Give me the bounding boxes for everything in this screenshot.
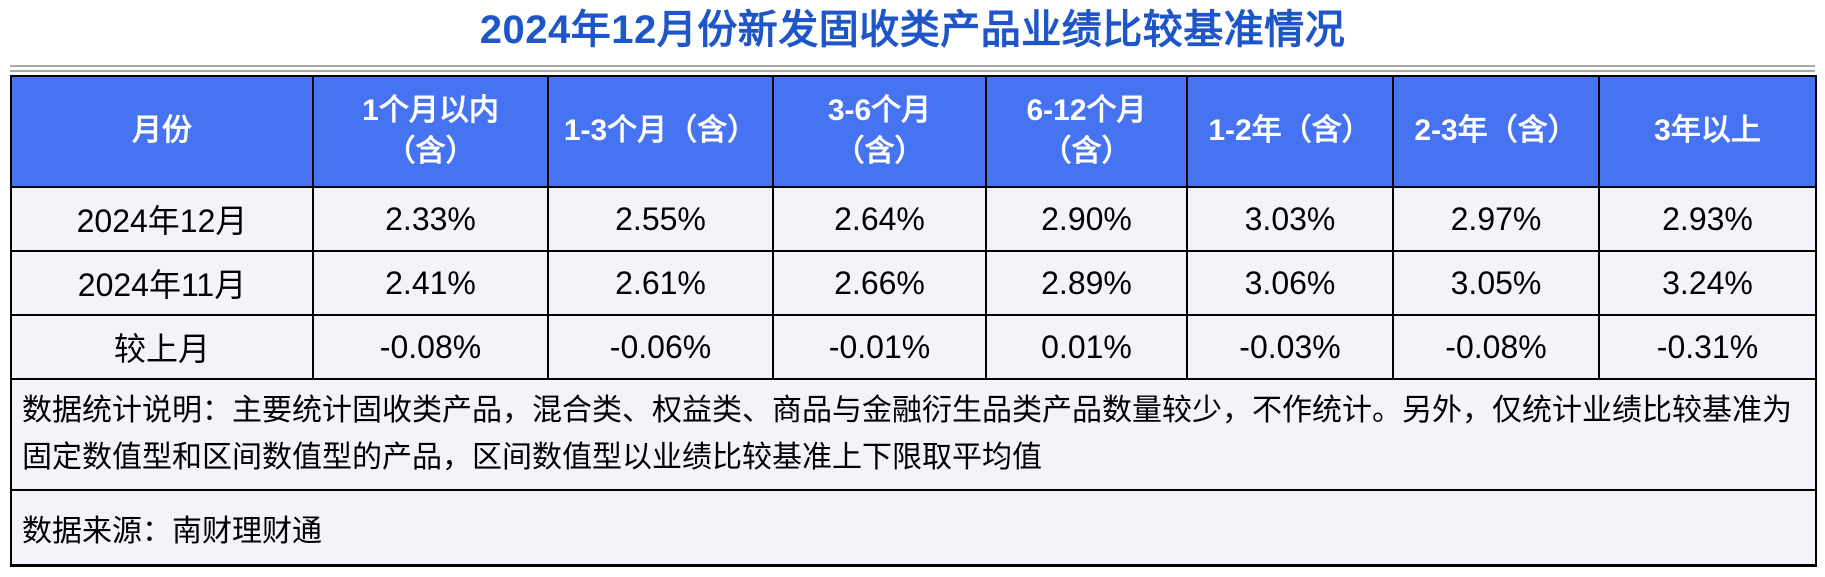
column-header-within-1m: 1个月以内 （含）	[312, 75, 549, 188]
data-cell: 3.06%	[1186, 250, 1394, 316]
data-cell: 2.41%	[312, 250, 549, 316]
source-row: 数据来源：南财理财通	[10, 489, 1817, 567]
table-source: 数据来源：南财理财通	[10, 489, 1817, 567]
data-cell: 2.90%	[985, 186, 1188, 252]
data-cell: 2.66%	[772, 250, 987, 316]
data-cell: -0.08%	[1392, 314, 1600, 380]
row-label: 较上月	[10, 314, 314, 380]
column-header-over-3y: 3年以上	[1598, 75, 1817, 188]
data-cell: 2.61%	[547, 250, 774, 316]
data-cell: 3.03%	[1186, 186, 1394, 252]
column-header-month: 月份	[10, 75, 314, 188]
data-cell: 2.89%	[985, 250, 1188, 316]
column-header-6-12m: 6-12个月 （含）	[985, 75, 1188, 188]
data-cell: -0.08%	[312, 314, 549, 380]
note-row: 数据统计说明：主要统计固收类产品，混合类、权益类、商品与金融衍生品类产品数量较少…	[10, 378, 1817, 491]
column-header-1-2y: 1-2年（含）	[1186, 75, 1394, 188]
data-cell: -0.06%	[547, 314, 774, 380]
data-cell: 3.24%	[1598, 250, 1817, 316]
table-row: 较上月 -0.08% -0.06% -0.01% 0.01% -0.03% -0…	[10, 314, 1817, 380]
data-cell: -0.03%	[1186, 314, 1394, 380]
data-cell: -0.01%	[772, 314, 987, 380]
data-cell: 2.33%	[312, 186, 549, 252]
header-row: 月份 1个月以内 （含） 1-3个月（含） 3-6个月 （含） 6-12个月 （…	[10, 75, 1817, 188]
data-cell: 2.64%	[772, 186, 987, 252]
data-cell: 2.97%	[1392, 186, 1600, 252]
data-cell: 2.55%	[547, 186, 774, 252]
row-label: 2024年11月	[10, 250, 314, 316]
column-header-3-6m: 3-6个月 （含）	[772, 75, 987, 188]
table-row: 2024年12月 2.33% 2.55% 2.64% 2.90% 3.03% 2…	[10, 186, 1817, 252]
page-title: 2024年12月份新发固收类产品业绩比较基准情况	[479, 8, 1346, 52]
table-note: 数据统计说明：主要统计固收类产品，混合类、权益类、商品与金融衍生品类产品数量较少…	[10, 378, 1817, 491]
data-cell: 3.05%	[1392, 250, 1600, 316]
title-divider	[10, 65, 1815, 72]
column-header-1-3m: 1-3个月（含）	[547, 75, 774, 188]
benchmark-table: 月份 1个月以内 （含） 1-3个月（含） 3-6个月 （含） 6-12个月 （…	[10, 75, 1817, 567]
column-header-2-3y: 2-3年（含）	[1392, 75, 1600, 188]
data-cell: -0.31%	[1598, 314, 1817, 380]
row-label: 2024年12月	[10, 186, 314, 252]
data-cell: 2.93%	[1598, 186, 1817, 252]
data-cell: 0.01%	[985, 314, 1188, 380]
table-row: 2024年11月 2.41% 2.61% 2.66% 2.89% 3.06% 3…	[10, 250, 1817, 316]
